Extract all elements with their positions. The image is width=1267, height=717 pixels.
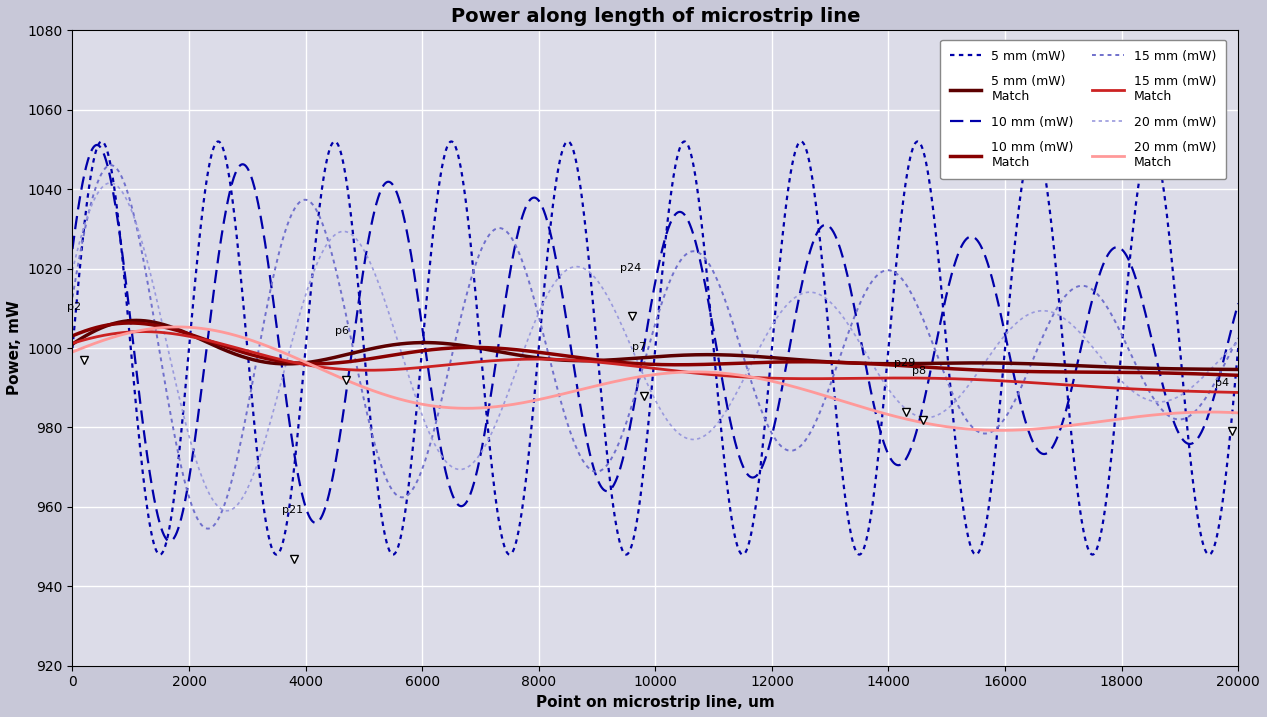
10 mm (mW)
Match — [65, 331, 80, 340]
20 mm (mW) — [1138, 394, 1153, 403]
15 mm (mW) — [555, 404, 570, 412]
Line: 5 mm (mW)
Match: 5 mm (mW) Match — [72, 320, 1238, 369]
15 mm (mW) — [1230, 334, 1245, 343]
20 mm (mW)
Match — [555, 390, 570, 399]
5 mm (mW)
Match — [555, 356, 570, 364]
Text: p6: p6 — [334, 326, 348, 336]
5 mm (mW)
Match — [912, 359, 927, 368]
20 mm (mW) — [555, 269, 570, 277]
Legend: 5 mm (mW), 5 mm (mW)
Match, 10 mm (mW), 10 mm (mW)
Match, 15 mm (mW), 15 mm (mW): 5 mm (mW), 5 mm (mW) Match, 10 mm (mW), … — [940, 39, 1226, 179]
15 mm (mW)
Match — [564, 356, 579, 364]
10 mm (mW) — [1195, 424, 1210, 433]
5 mm (mW) — [564, 142, 579, 151]
5 mm (mW)
Match — [129, 316, 144, 325]
10 mm (mW) — [620, 437, 635, 446]
5 mm (mW)
Match — [564, 356, 579, 365]
15 mm (mW)
Match — [65, 339, 80, 348]
5 mm (mW) — [1195, 538, 1210, 546]
15 mm (mW) — [65, 293, 80, 302]
5 mm (mW) — [912, 138, 927, 147]
15 mm (mW) — [565, 433, 580, 442]
15 mm (mW)
Match — [1230, 388, 1245, 397]
15 mm (mW) — [1138, 379, 1153, 388]
20 mm (mW) — [912, 412, 927, 421]
20 mm (mW)
Match — [65, 348, 80, 356]
10 mm (mW)
Match — [1195, 370, 1210, 379]
15 mm (mW)
Match — [555, 356, 570, 364]
20 mm (mW)
Match — [1195, 408, 1210, 417]
10 mm (mW)
Match — [912, 363, 927, 371]
Line: 15 mm (mW)
Match: 15 mm (mW) Match — [72, 331, 1238, 392]
10 mm (mW) — [555, 293, 570, 302]
Line: 10 mm (mW)
Match: 10 mm (mW) Match — [72, 323, 1238, 375]
20 mm (mW)
Match — [912, 418, 927, 427]
Line: 10 mm (mW): 10 mm (mW) — [72, 145, 1238, 541]
Title: Power along length of microstrip line: Power along length of microstrip line — [451, 7, 860, 26]
5 mm (mW) — [94, 137, 109, 146]
5 mm (mW) — [1136, 148, 1152, 157]
10 mm (mW) — [162, 537, 177, 546]
15 mm (mW)
Match — [1195, 387, 1210, 396]
5 mm (mW)
Match — [1195, 365, 1210, 374]
15 mm (mW)
Match — [912, 374, 927, 382]
Line: 5 mm (mW): 5 mm (mW) — [72, 141, 1238, 554]
10 mm (mW) — [90, 141, 105, 149]
15 mm (mW) — [1195, 398, 1210, 407]
Y-axis label: Power, mW: Power, mW — [6, 300, 22, 396]
20 mm (mW)
Match — [1230, 409, 1245, 417]
20 mm (mW)
Match — [170, 323, 185, 331]
X-axis label: Point on microstrip line, um: Point on microstrip line, um — [536, 695, 774, 710]
5 mm (mW)
Match — [1136, 364, 1152, 372]
10 mm (mW)
Match — [564, 353, 579, 361]
5 mm (mW)
Match — [620, 355, 635, 364]
5 mm (mW) — [1230, 343, 1245, 352]
10 mm (mW)
Match — [555, 351, 570, 360]
20 mm (mW)
Match — [620, 375, 635, 384]
Text: p21: p21 — [283, 505, 303, 515]
20 mm (mW) — [1195, 373, 1210, 381]
20 mm (mW) — [620, 333, 635, 341]
20 mm (mW) — [1230, 338, 1245, 346]
Text: p2: p2 — [67, 303, 81, 313]
10 mm (mW)
Match — [123, 318, 138, 327]
20 mm (mW) — [219, 506, 234, 515]
15 mm (mW) — [200, 524, 215, 533]
Line: 15 mm (mW): 15 mm (mW) — [72, 165, 1238, 528]
Text: p24: p24 — [621, 262, 641, 272]
5 mm (mW)
Match — [65, 340, 80, 348]
10 mm (mW) — [912, 414, 927, 423]
Text: p29: p29 — [895, 358, 916, 368]
10 mm (mW) — [1230, 299, 1245, 308]
15 mm (mW)
Match — [1136, 385, 1152, 394]
Line: 20 mm (mW)
Match: 20 mm (mW) Match — [72, 327, 1238, 430]
10 mm (mW)
Match — [1230, 371, 1245, 379]
5 mm (mW) — [65, 343, 80, 352]
20 mm (mW) — [103, 179, 118, 187]
15 mm (mW)
Match — [620, 361, 635, 369]
5 mm (mW) — [620, 550, 635, 559]
10 mm (mW) — [65, 244, 80, 253]
Line: 20 mm (mW): 20 mm (mW) — [72, 183, 1238, 511]
20 mm (mW)
Match — [1138, 412, 1153, 420]
20 mm (mW) — [65, 266, 80, 275]
20 mm (mW) — [565, 263, 580, 272]
15 mm (mW)
Match — [136, 327, 151, 336]
15 mm (mW) — [620, 417, 635, 425]
10 mm (mW) — [565, 351, 580, 360]
15 mm (mW) — [912, 307, 927, 315]
Text: p7: p7 — [632, 342, 646, 352]
10 mm (mW)
Match — [620, 358, 635, 367]
5 mm (mW)
Match — [1230, 365, 1245, 374]
10 mm (mW)
Match — [1136, 369, 1152, 377]
Text: p8: p8 — [912, 366, 926, 376]
20 mm (mW)
Match — [993, 426, 1009, 435]
20 mm (mW)
Match — [564, 387, 579, 396]
5 mm (mW) — [1201, 550, 1216, 559]
10 mm (mW) — [1138, 307, 1153, 315]
5 mm (mW) — [555, 146, 570, 155]
15 mm (mW) — [103, 161, 118, 169]
Text: p4: p4 — [1215, 378, 1229, 388]
